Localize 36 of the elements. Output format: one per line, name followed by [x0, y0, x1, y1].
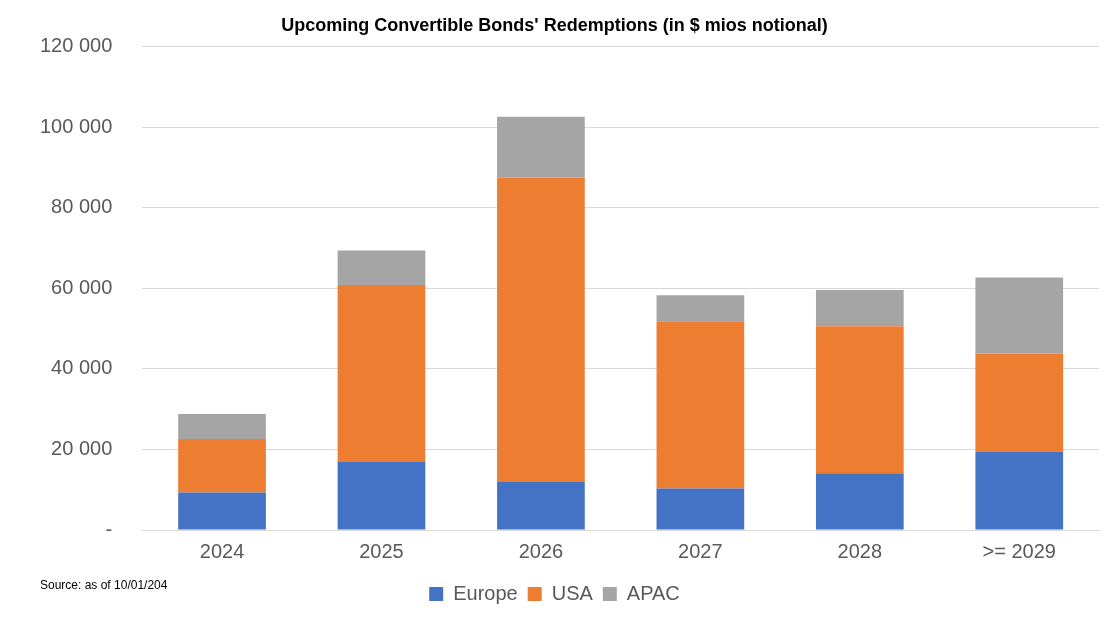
- x-tick-label: 2026: [518, 539, 564, 562]
- bar: [975, 353, 1064, 452]
- y-tick-label: 40 000: [51, 356, 113, 379]
- bar: [815, 289, 904, 327]
- source-note: Source: as of 10/01/204: [40, 578, 168, 592]
- bar: [975, 277, 1064, 354]
- bar: [815, 473, 904, 530]
- bar: [975, 451, 1064, 530]
- x-tick-label: >= 2029: [982, 539, 1056, 562]
- y-tick-label: 20 000: [51, 436, 113, 459]
- bar: [178, 492, 266, 530]
- bar: [497, 482, 585, 530]
- y-tick-label: -: [105, 517, 113, 540]
- bar: [656, 295, 745, 322]
- x-tick-label: 2028: [837, 539, 883, 562]
- legend-label: Europe: [453, 581, 518, 604]
- bar: [178, 438, 266, 493]
- legend-label: USA: [551, 581, 594, 604]
- bar: [178, 413, 266, 439]
- y-tick-label: 120 000: [40, 34, 113, 57]
- x-tick-label: 2027: [678, 539, 723, 562]
- y-tick-label: 100 000: [40, 114, 113, 137]
- bar: [815, 326, 904, 474]
- bar: [497, 177, 585, 483]
- x-tick-label: 2024: [199, 539, 245, 562]
- bar: [656, 488, 745, 530]
- x-tick-label: 2025: [359, 539, 404, 562]
- y-tick-label: 60 000: [51, 275, 113, 298]
- bar: [337, 250, 426, 286]
- bar: [656, 321, 745, 489]
- y-tick-label: 80 000: [51, 195, 113, 218]
- bar: [337, 461, 426, 530]
- bar: [337, 285, 426, 462]
- chart-title: Upcoming Convertible Bonds' Redemptions (in $ mios notional): [281, 14, 828, 35]
- legend-label: APAC: [626, 581, 680, 604]
- bar: [497, 116, 585, 178]
